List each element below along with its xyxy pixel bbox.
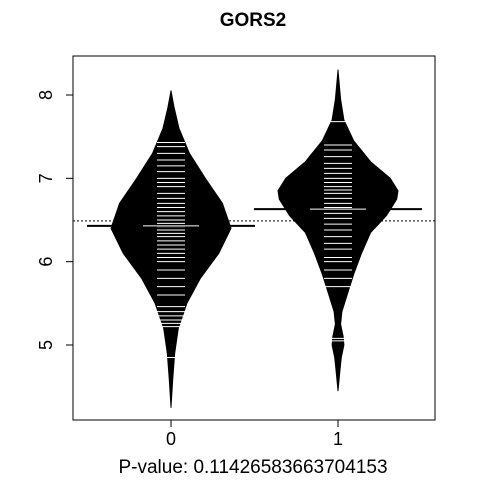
chart-title: GORS2	[220, 10, 287, 31]
x-tick-label: 0	[166, 429, 176, 449]
y-tick-label: 5	[36, 340, 56, 350]
bean-1	[254, 69, 422, 392]
y-axis: 5 6 7 8	[36, 90, 73, 350]
beans	[87, 69, 422, 408]
x-tick-label: 1	[333, 429, 343, 449]
plot-frame	[72, 55, 436, 421]
bean-0	[87, 90, 255, 408]
y-tick-label: 8	[36, 90, 56, 100]
x-axis-label: P-value: 0.11426583663704153	[118, 457, 387, 478]
y-tick-label: 7	[36, 173, 56, 183]
y-tick-label: 6	[36, 257, 56, 267]
